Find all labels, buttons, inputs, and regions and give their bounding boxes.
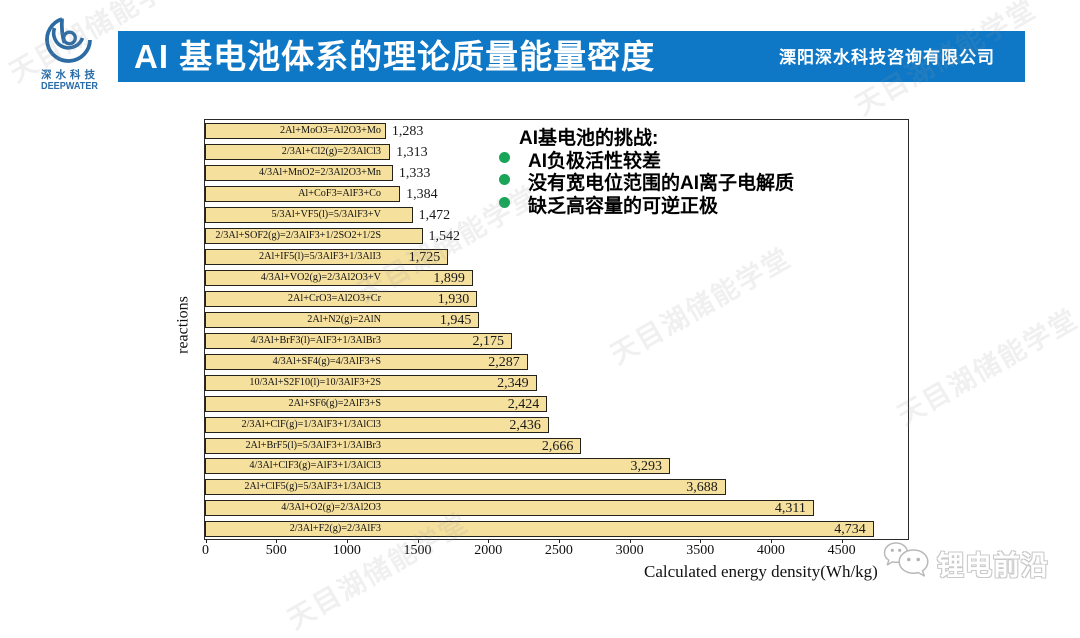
svg-text:DEEPWATER: DEEPWATER: [41, 80, 98, 92]
